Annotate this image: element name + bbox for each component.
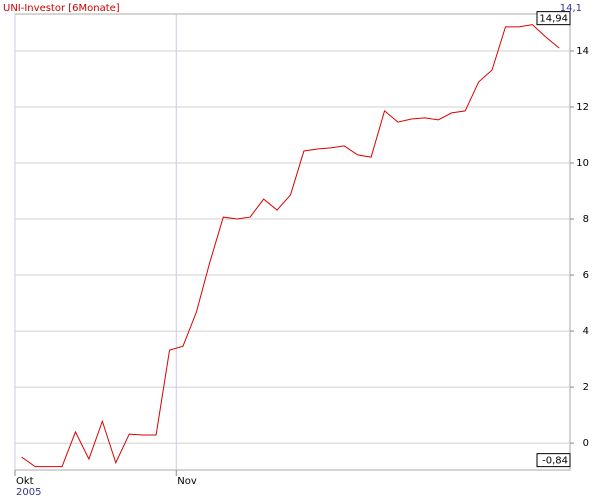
- min-value-label: -0,84: [542, 456, 568, 467]
- max-value-label: 14,94: [539, 14, 568, 25]
- max-value-label-box: [536, 11, 571, 26]
- y-tick-label: 2: [583, 382, 589, 393]
- last-value-label: 14,1: [560, 3, 582, 14]
- x-year-label: 2005: [16, 487, 41, 498]
- y-tick-label: 4: [583, 326, 589, 337]
- y-tick-label: 14: [576, 46, 589, 57]
- x-tick-label: Okt: [16, 476, 34, 487]
- y-tick-label: 12: [576, 102, 589, 113]
- y-tick-label: 10: [576, 158, 589, 169]
- y-tick-label: 6: [583, 270, 589, 281]
- plot-area: [14, 13, 571, 471]
- y-tick-label: 8: [583, 214, 589, 225]
- min-value-label-box: [536, 453, 571, 468]
- price-line: [21, 24, 560, 468]
- x-tick-label: Nov: [177, 476, 197, 487]
- chart-title: UNI-Investor [6Monate]: [3, 3, 120, 14]
- y-tick-label: 0: [583, 438, 589, 449]
